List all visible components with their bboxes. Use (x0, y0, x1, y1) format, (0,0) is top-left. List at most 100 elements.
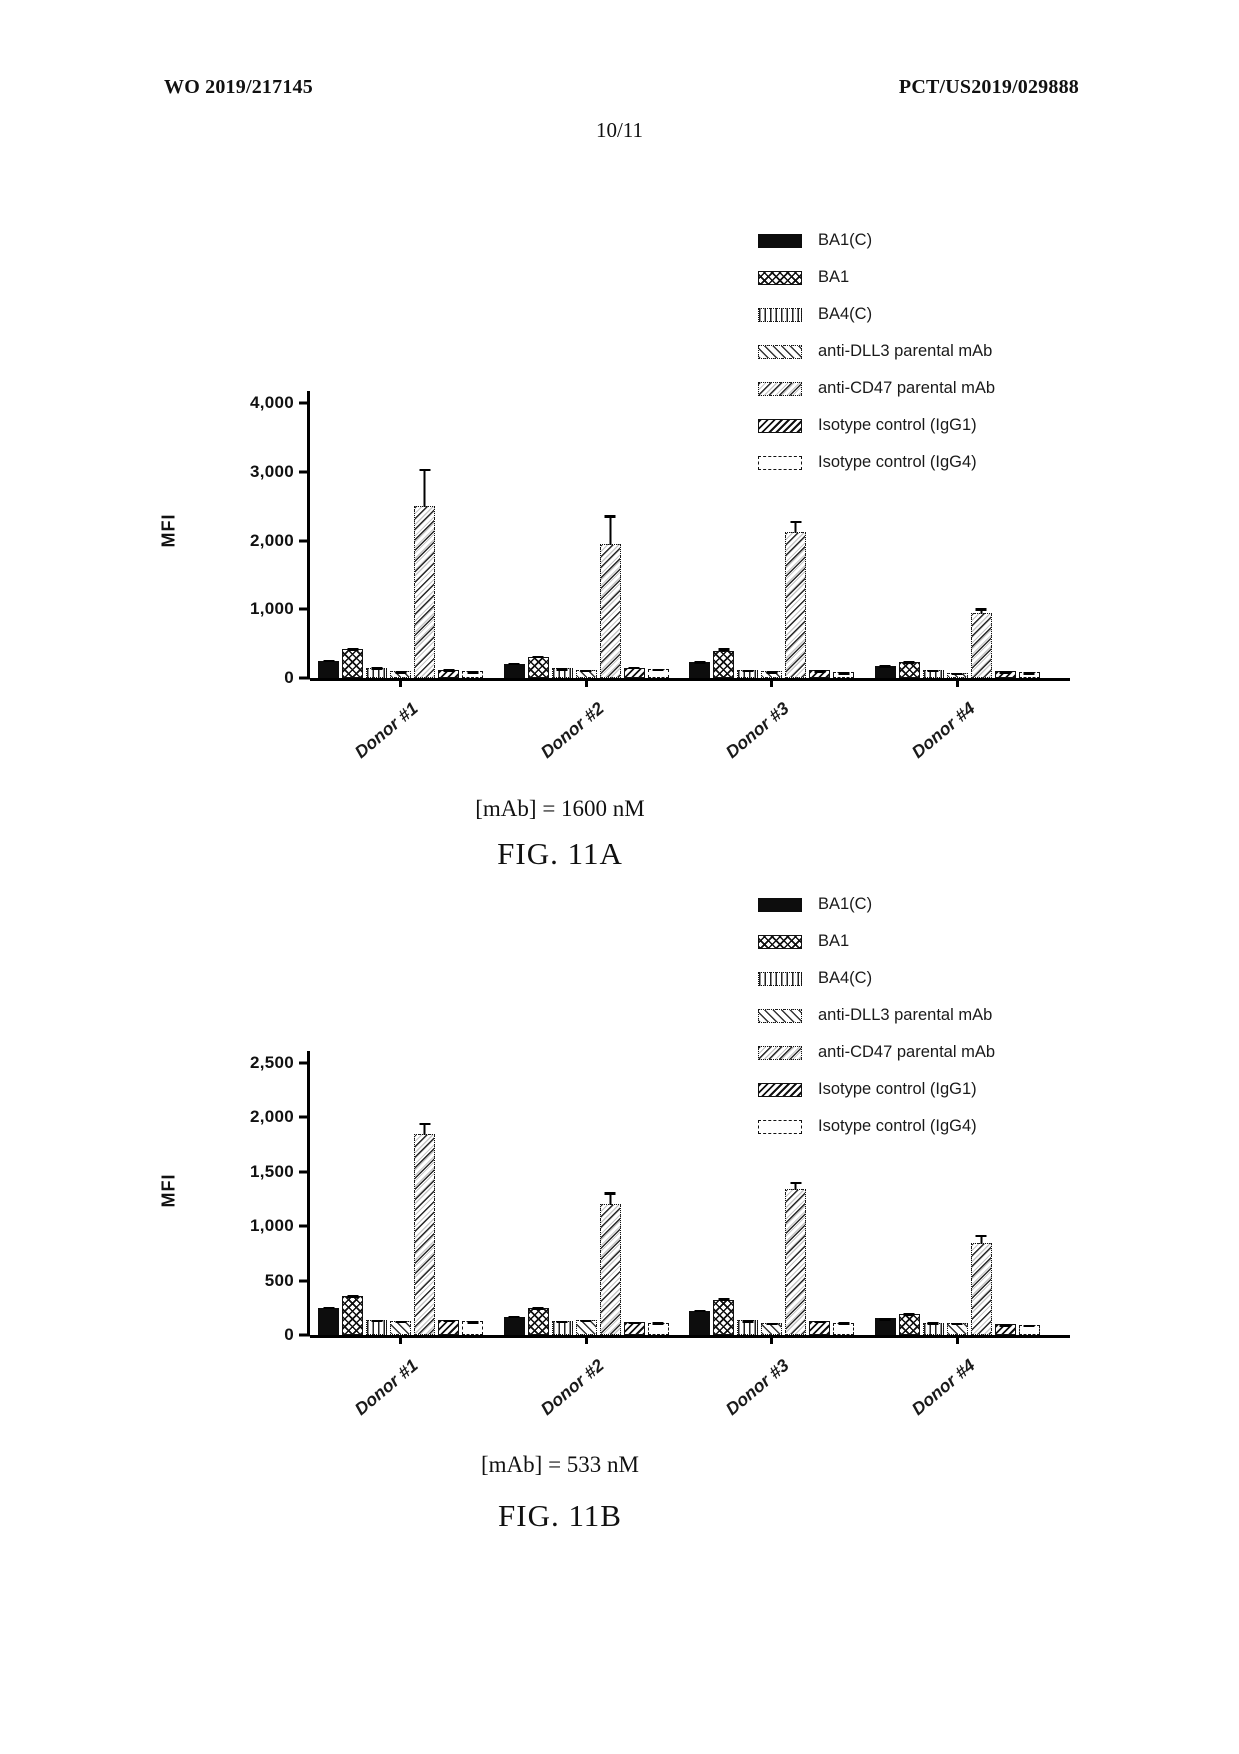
x-tick-label-donor-4: Donor #4 (907, 1355, 979, 1420)
legend-swatch-anti-cd47-parental-mab (758, 1045, 802, 1060)
legend-label: BA1(C) (818, 895, 873, 913)
legend-swatch-anti-cd47-parental-mab (758, 381, 802, 396)
legend-label: anti-DLL3 parental mAb (818, 1006, 993, 1024)
bar-group-donor-3 (689, 1181, 855, 1335)
bar-anti-cd47-parental-mab-donor-2 (599, 1192, 621, 1335)
bar-ba1-donor-4 (898, 661, 920, 678)
x-tick-label-donor-2: Donor #2 (536, 698, 608, 763)
bar-ba1-c-donor-2 (503, 1315, 525, 1335)
bar-isotype-control-igg4-donor-1 (462, 671, 483, 678)
bar-isotype-control-igg4-donor-1 (462, 1321, 483, 1335)
bar-group-donor-2 (503, 1192, 669, 1335)
error-bar (766, 671, 778, 674)
bar-isotype-control-igg4-donor-3 (833, 671, 855, 678)
y-tick-label: 1,000 (249, 1216, 294, 1236)
bar-group-donor-1 (318, 1122, 483, 1335)
y-axis (307, 1051, 310, 1336)
bar-anti-cd47-parental-mab-donor-4 (970, 1234, 992, 1335)
error-bar (508, 662, 520, 665)
error-bar (443, 1319, 454, 1323)
bar-anti-dll3-parental-mab-donor-3 (761, 1322, 783, 1335)
bar-isotype-control-igg4-donor-4 (1018, 671, 1040, 678)
y-tick (299, 401, 310, 405)
error-bar (556, 668, 568, 672)
bar-isotype-control-igg1-donor-4 (994, 671, 1016, 678)
y-tick-label: 2,500 (249, 1053, 294, 1072)
figure-11a-caption: [mAb] = 1600 nM (475, 796, 645, 821)
x-tick (956, 678, 959, 687)
y-tick-label: 1,000 (249, 599, 294, 619)
x-tick-label-donor-2: Donor #2 (536, 1355, 608, 1420)
error-bar (652, 668, 664, 673)
error-bar (951, 672, 963, 675)
bar-ba4-c-donor-1 (366, 667, 387, 678)
legend-swatch-ba4-c (758, 307, 802, 322)
error-bar (652, 1322, 664, 1326)
y-axis-title: MFI (158, 513, 179, 548)
sheet-number: 10/11 (595, 118, 644, 142)
error-bar (951, 1322, 963, 1326)
x-tick-label-donor-1: Donor #1 (350, 698, 422, 763)
legend-label: Isotype control (IgG1) (818, 416, 977, 434)
legend-item-isotype-control-igg4: Isotype control (IgG4) (758, 1108, 995, 1145)
error-bar (718, 1298, 730, 1301)
error-bar (975, 608, 987, 614)
bar-anti-cd47-parental-mab-donor-3 (785, 520, 807, 678)
error-bar (838, 1322, 850, 1326)
bar-isotype-control-igg1-donor-4 (994, 1324, 1016, 1335)
error-bar (903, 661, 915, 664)
error-bar (556, 1320, 568, 1324)
legend-swatch-anti-dll3-parental-mab (758, 344, 802, 359)
figure-11b-title: FIG. 11B (498, 1498, 622, 1533)
error-bar (395, 671, 406, 674)
bar-group-donor-4 (874, 608, 1040, 678)
legend-label: Isotype control (IgG1) (818, 1080, 977, 1098)
bar-anti-dll3-parental-mab-donor-2 (575, 669, 597, 678)
y-tick (299, 1170, 310, 1174)
bar-ba4-c-donor-4 (922, 1322, 944, 1335)
error-bar (628, 666, 640, 670)
error-bar (718, 648, 730, 652)
error-bar (1023, 672, 1035, 674)
legend-swatch-isotype-control-igg4 (758, 455, 802, 470)
y-tick-label: 3,000 (249, 461, 294, 481)
y-tick (299, 1279, 310, 1283)
error-bar (814, 670, 826, 673)
error-bar (628, 1321, 640, 1325)
error-bar (604, 1192, 616, 1206)
legend-swatch-isotype-control-igg4 (758, 1119, 802, 1134)
y-tick-label: 2,000 (249, 530, 294, 550)
bar-isotype-control-igg4-donor-2 (647, 668, 669, 678)
figure-11a-title: FIG. 11A (497, 836, 623, 871)
legend-item-ba1: BA1 (758, 259, 995, 296)
error-bar (347, 1295, 358, 1298)
x-tick-label-donor-4: Donor #4 (907, 698, 979, 763)
y-axis (307, 391, 310, 679)
bar-anti-cd47-parental-mab-donor-1 (414, 1122, 435, 1335)
legend-item-ba4-c: BA4(C) (758, 960, 995, 997)
publication-number: WO 2019/217145 (164, 76, 313, 98)
error-bar (604, 515, 616, 545)
bar-ba4-c-donor-2 (551, 668, 573, 678)
error-bar (1023, 1324, 1035, 1328)
error-bar (371, 1319, 382, 1323)
y-tick (299, 1115, 310, 1119)
bar-ba1-donor-1 (342, 648, 363, 678)
error-bar (879, 665, 891, 669)
bar-anti-dll3-parental-mab-donor-4 (946, 1322, 968, 1335)
error-bar (532, 655, 544, 659)
legend-label: BA4(C) (818, 305, 873, 323)
bar-isotype-control-igg4-donor-4 (1018, 1324, 1040, 1335)
legend-swatch-anti-dll3-parental-mab (758, 1008, 802, 1023)
y-tick (299, 676, 310, 680)
legend-label: BA1 (818, 268, 850, 286)
error-bar (395, 1320, 406, 1324)
bar-isotype-control-igg4-donor-3 (833, 1322, 855, 1335)
bar-isotype-control-igg1-donor-2 (623, 1321, 645, 1335)
x-tick (585, 678, 588, 687)
legend-item-anti-cd47-parental-mab: anti-CD47 parental mAb (758, 370, 995, 407)
x-tick (399, 1335, 402, 1344)
error-bar (879, 1318, 891, 1321)
legend: BA1(C) BA1 BA4(C) anti-DLL3 parental mAb ant… (758, 886, 995, 1145)
